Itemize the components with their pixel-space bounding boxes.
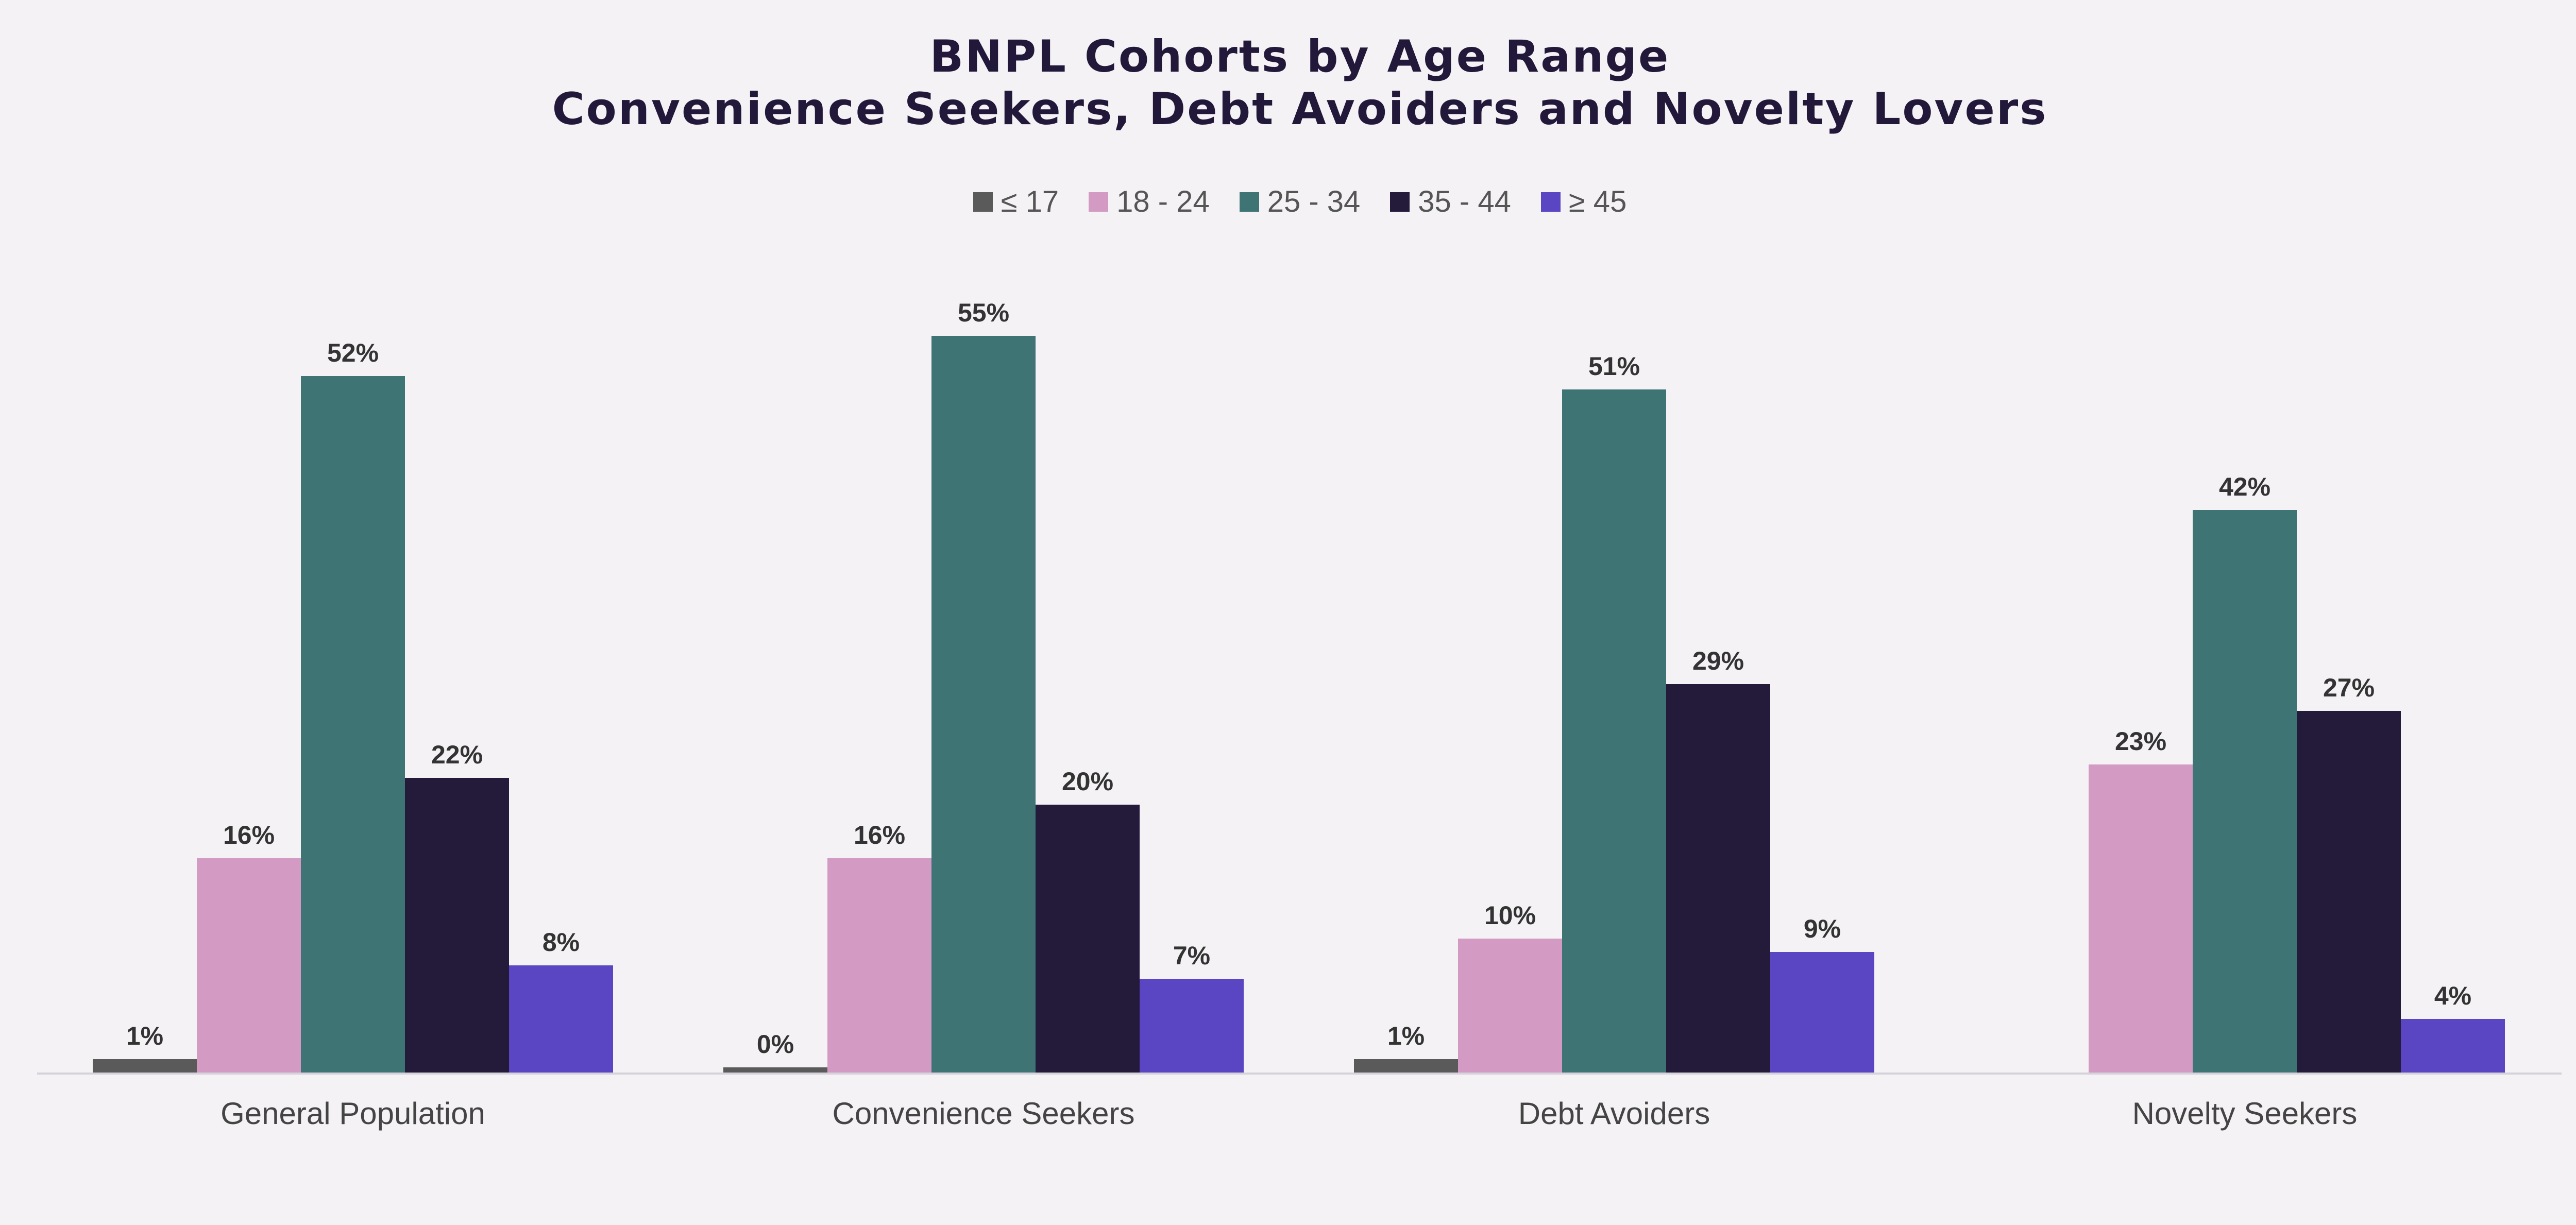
- legend-label: 35 - 44: [1418, 185, 1511, 218]
- bar: [1770, 952, 1874, 1073]
- bar: [1666, 684, 1770, 1073]
- legend-swatch: [1089, 192, 1109, 212]
- legend-item: 35 - 44: [1390, 184, 1511, 219]
- data-label: 0%: [757, 1030, 794, 1059]
- legend-item: ≥ 45: [1540, 184, 1627, 219]
- bar: [2089, 764, 2193, 1073]
- bar: [1458, 939, 1562, 1073]
- data-label: 52%: [327, 338, 379, 367]
- bar: [1562, 389, 1666, 1073]
- bar: [197, 858, 301, 1073]
- bar: [1036, 805, 1140, 1073]
- bar: [931, 336, 1036, 1073]
- data-label: 10%: [1484, 901, 1536, 930]
- legend-swatch: [1540, 192, 1561, 212]
- chart-subtitle: Convenience Seekers, Debt Avoiders and N…: [552, 83, 2048, 135]
- data-label: 9%: [1804, 914, 1841, 943]
- legend: ≤ 17 18 - 24 25 - 34 35 - 44 ≥ 45: [0, 184, 2576, 219]
- bar: [723, 1067, 827, 1073]
- legend-swatch: [1390, 192, 1410, 212]
- data-label: 55%: [958, 298, 1009, 327]
- data-label: 29%: [1692, 646, 1744, 675]
- bar: [509, 965, 613, 1073]
- legend-label: ≥ 45: [1568, 185, 1627, 218]
- x-tick-label: Novelty Seekers: [2132, 1096, 2358, 1131]
- data-label: 8%: [543, 928, 580, 957]
- data-label: 23%: [2115, 727, 2166, 756]
- legend-label: ≤ 17: [1001, 185, 1059, 218]
- legend-label: 18 - 24: [1116, 185, 1210, 218]
- data-label: 4%: [2434, 981, 2471, 1010]
- legend-item: 25 - 34: [1239, 184, 1361, 219]
- bar: [405, 778, 509, 1073]
- x-tick-label: Convenience Seekers: [832, 1096, 1134, 1131]
- bar: [93, 1059, 197, 1073]
- legend-label: 25 - 34: [1267, 185, 1361, 218]
- data-label: 1%: [126, 1022, 163, 1050]
- chart-title: BNPL Cohorts by Age Range: [929, 31, 1670, 82]
- data-label: 22%: [431, 740, 483, 769]
- bar: [2297, 711, 2401, 1073]
- data-label: 16%: [854, 821, 905, 849]
- legend-item: 18 - 24: [1089, 184, 1210, 219]
- data-label: 27%: [2323, 673, 2375, 702]
- data-label: 42%: [2219, 472, 2270, 501]
- bar: [2401, 1019, 2505, 1073]
- bar: [1140, 979, 1244, 1073]
- legend-swatch: [973, 192, 993, 212]
- data-label: 51%: [1588, 352, 1640, 381]
- bar: [827, 858, 931, 1073]
- legend-swatch: [1239, 192, 1259, 212]
- x-tick-label: General Population: [221, 1096, 485, 1131]
- bar: [2193, 510, 2297, 1073]
- data-label: 20%: [1062, 767, 1113, 796]
- data-label: 16%: [223, 821, 275, 849]
- legend-item: ≤ 17: [973, 184, 1059, 219]
- data-label: 1%: [1387, 1022, 1425, 1050]
- x-tick-label: Debt Avoiders: [1518, 1096, 1710, 1131]
- bar: [301, 376, 405, 1073]
- bar: [1354, 1059, 1458, 1073]
- data-label: 7%: [1173, 941, 1210, 970]
